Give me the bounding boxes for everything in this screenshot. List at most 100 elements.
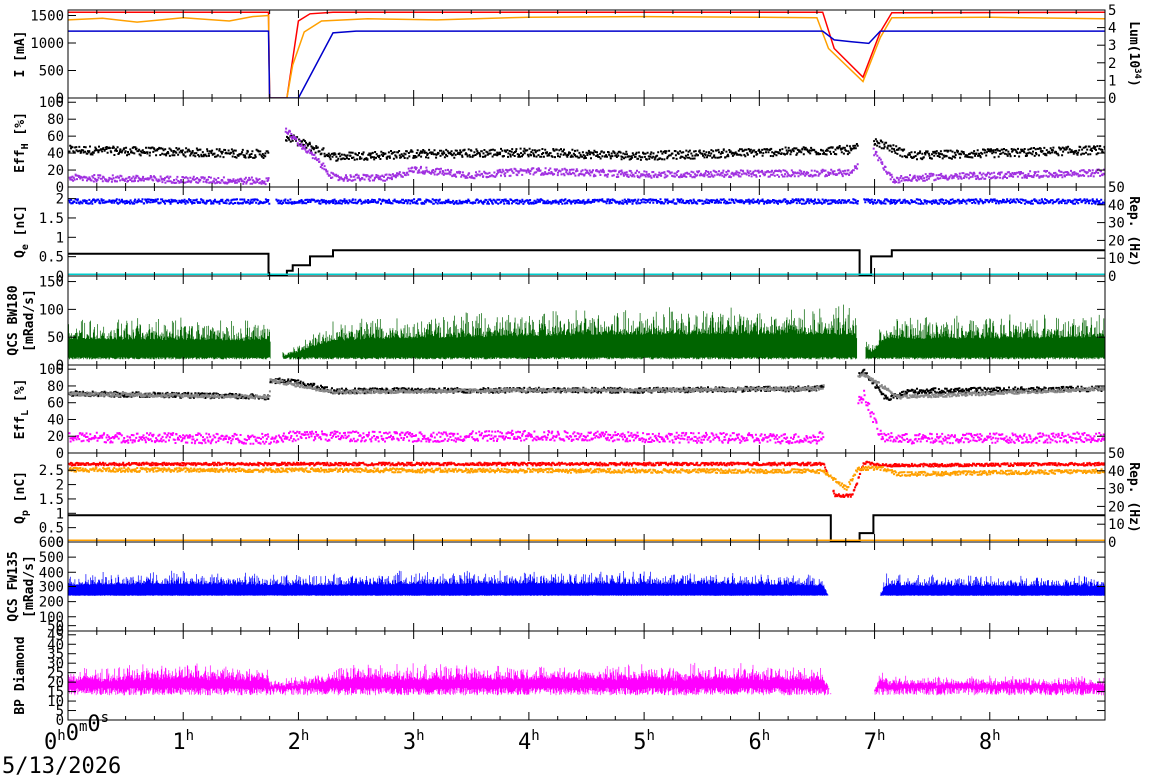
y2-tick-label: 50: [1108, 446, 1125, 462]
y2-tick-label: 40: [1108, 464, 1125, 480]
y-tick-label: 60: [47, 396, 64, 412]
y-tick-label: 500: [39, 64, 64, 80]
y-tick-label: 500: [39, 550, 64, 566]
x-tick-label: 8h: [979, 728, 1001, 755]
y-tick-label: 40: [47, 637, 64, 653]
series-4-2: [68, 389, 1105, 445]
y-tick-label: 2: [56, 478, 64, 494]
y-tick-label: 60: [47, 129, 64, 145]
y-tick-label: 100: [39, 95, 64, 111]
y-tick-label: 50: [47, 619, 64, 635]
series-6-0: [68, 570, 1105, 596]
y-axis-label: EffH [%]: [13, 112, 31, 173]
panel-plot-area: [68, 570, 1105, 596]
y2-tick-label: 30: [1108, 216, 1125, 232]
y-tick-label: 100: [39, 610, 64, 626]
y2-axis-label: Rep. (Hz): [1126, 196, 1141, 266]
y2-tick-label: 20: [1108, 499, 1125, 515]
y-axis-label: I [mA]: [13, 31, 28, 78]
panel-plot-area: [68, 368, 1105, 445]
y-tick-label: 20: [47, 163, 64, 179]
series-1-0: [68, 134, 1105, 162]
panel-plot-area: [68, 662, 1105, 696]
series-5-1: [68, 465, 1105, 491]
y-tick-label: 0: [56, 624, 64, 640]
y-tick-label: 80: [47, 112, 64, 128]
y-axis-label: Qe [nC]: [13, 205, 31, 258]
series-2-0: [68, 198, 1105, 205]
y-tick-label: 10: [47, 694, 64, 710]
y-tick-label: 35: [47, 647, 64, 663]
y-tick-label: 20: [47, 429, 64, 445]
y-tick-label: 50: [47, 330, 64, 346]
series-0-2: [68, 30, 1105, 98]
date-label: 5/13/2026: [2, 754, 122, 779]
y-tick-label: 600: [39, 535, 64, 551]
y-tick-label: 150: [39, 275, 64, 291]
series-1-1: [68, 127, 1105, 186]
y2-axis-label: Lum(1034): [1126, 21, 1142, 87]
y2-tick-label: 0: [1108, 91, 1116, 107]
y-tick-label: 1.5: [39, 492, 64, 508]
series-2-1: [68, 249, 1105, 276]
y2-tick-label: 50: [1108, 180, 1125, 196]
series-4-1: [68, 372, 1105, 400]
y-axis-label: QCS BW180[mRad/s]: [6, 285, 37, 356]
y-tick-label: 0: [56, 91, 64, 107]
panel-frame: [67, 452, 1106, 543]
series-5-2: [68, 514, 1105, 542]
series-5-0: [68, 460, 1105, 498]
x-tick-label: 0h0m0s: [44, 710, 109, 755]
y2-tick-label: 5: [1108, 3, 1116, 19]
y2-tick-label: 20: [1108, 233, 1125, 249]
panel-plot-area: [68, 127, 1105, 186]
panel-frame: [67, 9, 1106, 99]
y2-tick-label: 30: [1108, 482, 1125, 498]
y-tick-label: 0: [56, 269, 64, 285]
y-tick-label: 1: [56, 230, 64, 246]
x-tick-label: 7h: [864, 728, 886, 755]
y-tick-label: 200: [39, 595, 64, 611]
series-0-1: [68, 14, 1105, 98]
y-tick-label: 400: [39, 565, 64, 581]
panel-frame: [67, 186, 1106, 277]
y-tick-label: 2: [56, 192, 64, 208]
y-axis-label: QCS FW135[mRad/s]: [6, 551, 37, 621]
y2-tick-label: 2: [1108, 56, 1116, 72]
panel-plot-area: [68, 460, 1105, 542]
y-tick-label: 80: [47, 379, 64, 395]
y-tick-label: 0: [56, 180, 64, 196]
y-tick-label: 20: [47, 675, 64, 691]
y-tick-label: 15: [47, 685, 64, 701]
y-tick-label: 100: [39, 302, 64, 318]
y-tick-label: 1.5: [39, 211, 64, 227]
series-3-0: [68, 304, 1105, 360]
y2-tick-label: 40: [1108, 198, 1125, 214]
y2-tick-label: 10: [1108, 517, 1125, 533]
y2-tick-label: 3: [1108, 38, 1116, 54]
y-tick-label: 30: [47, 656, 64, 672]
series-0-0: [68, 11, 1105, 98]
y-axis-label: Qp [nC]: [13, 471, 31, 524]
y-tick-label: 0.5: [39, 250, 64, 266]
x-tick-label: 2h: [288, 728, 310, 755]
y-tick-label: 0: [56, 713, 64, 729]
y-tick-label: 0: [56, 535, 64, 551]
y2-tick-label: 0: [1108, 269, 1116, 285]
y-tick-label: 45: [47, 628, 64, 644]
y-axis-label: EffL [%]: [13, 379, 31, 440]
y-tick-label: 40: [47, 146, 64, 162]
y2-tick-label: 10: [1108, 251, 1125, 267]
y-tick-label: 1: [56, 506, 64, 522]
y-tick-label: 100: [39, 362, 64, 378]
y2-tick-label: 4: [1108, 21, 1116, 37]
y-tick-label: 1500: [30, 9, 64, 25]
panel-plot-area: [68, 304, 1105, 360]
